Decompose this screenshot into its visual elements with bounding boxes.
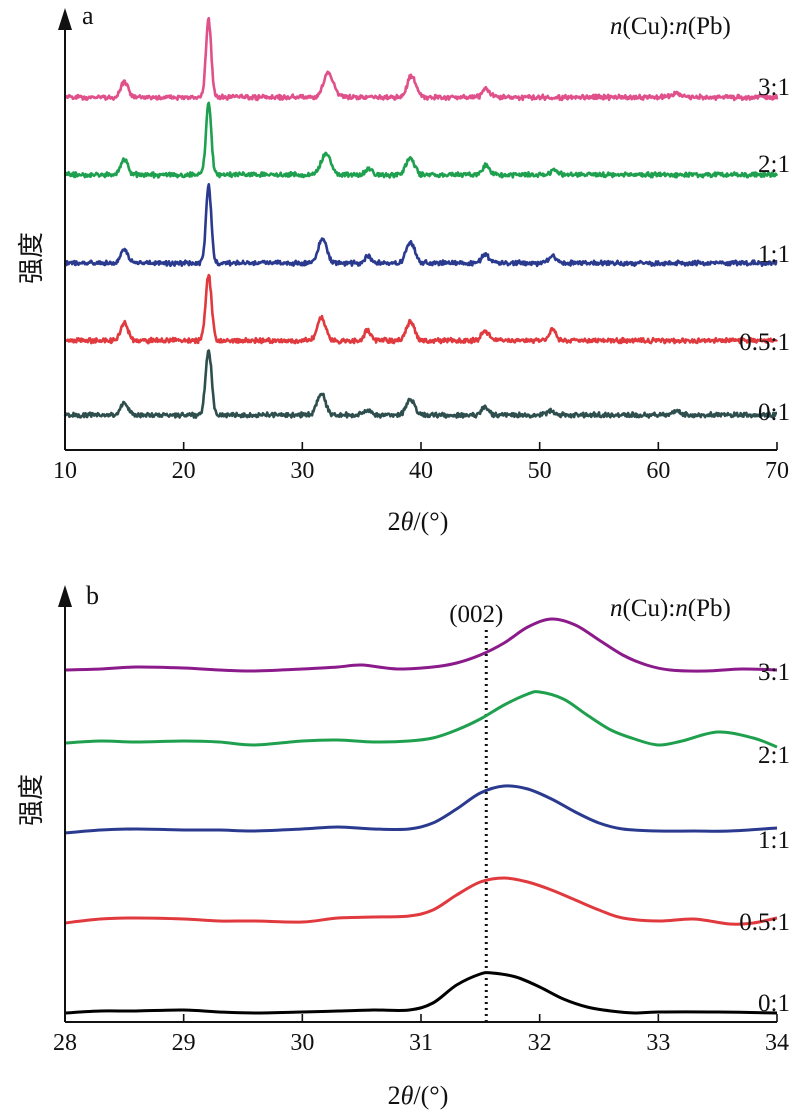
panel-a-x-axis-label: 2θ/(°) [388,507,449,536]
panel-a-legend-title: n(Cu):n(Pb) [610,13,731,40]
panel-a: a n(Cu):n(Pb) 强度 2θ/(°) 10 20 30 40 50 60 70 0… [17,1,790,536]
panel-a-x-tick-label: 10 [53,458,77,484]
panel-b-series-line-0-5-1 [64,876,778,926]
panel-b-legend-title: n(Cu):n(Pb) [610,595,731,622]
panel-b-series-label-0-5-1: 0.5:1 [739,909,790,936]
panel-b-series-line-0-1 [64,971,778,1015]
panel-a-series-label-2-1: 2:1 [758,151,790,178]
panel-b-reference-label: (002) [449,601,503,628]
panel-b-reference: (002) [449,601,503,1022]
panel-a-y-axis-label: 强度 [17,232,46,284]
panel-b-axes: 28 29 30 31 32 33 34 [53,585,789,1056]
panel-a-series-line-3-1 [64,16,779,102]
panel-b-series-label-2-1: 2:1 [758,742,790,769]
panel-b-letter: b [86,581,99,610]
panel-b-series-labels: 0:1 0.5:1 1:1 2:1 3:1 [739,659,790,1017]
panel-b-series-label-3-1: 3:1 [758,659,790,686]
panel-b-series-line-1-1 [64,784,778,835]
panel-b-x-tick-label: 31 [409,1030,433,1056]
panel-b: b n(Cu):n(Pb) 强度 2θ/(°) (002) 28 29 30 31 32… [17,581,790,1110]
panel-b-series-label-1-1: 1:1 [758,827,790,854]
panel-a-series-label-0-1: 0:1 [758,399,790,426]
panel-b-x-axis-label: 2θ/(°) [388,1081,449,1110]
panel-b-y-axis-label: 强度 [17,774,46,826]
panel-b-series-line-2-1 [64,690,778,749]
panel-a-x-tick-label: 70 [765,458,789,484]
panel-b-series-line-3-1 [64,617,778,673]
panel-a-x-tick-label: 20 [172,458,196,484]
panel-b-x-tick-label: 30 [290,1030,314,1056]
panel-b-series-lines [64,617,778,1015]
panel-a-series-labels: 0:1 0.5:1 1:1 2:1 3:1 [739,74,790,426]
panel-a-x-tick-label: 60 [646,458,670,484]
panel-a-series-line-0-5-1 [64,273,778,345]
panel-b-x-tick-label: 28 [53,1030,77,1056]
panel-b-x-tick-label: 33 [646,1030,670,1056]
panel-a-series-line-1-1 [63,183,778,268]
panel-b-x-tick-label: 34 [765,1030,789,1056]
panel-a-y-axis-arrow [58,8,72,30]
panel-b-y-axis-arrow [58,585,72,607]
panel-a-axes: 10 20 30 40 50 60 70 [53,8,789,484]
panel-a-x-tick-label: 40 [409,458,433,484]
panel-a-series-label-0-5-1: 0.5:1 [739,329,790,356]
panel-a-series-line-2-1 [63,101,779,179]
panel-a-series-lines [63,16,779,419]
panel-a-letter: a [82,1,94,30]
panel-a-x-tick-label: 30 [290,458,314,484]
panel-a-x-tick-label: 50 [528,458,552,484]
panel-a-series-label-1-1: 1:1 [758,241,790,268]
panel-b-x-tick-label: 32 [528,1030,552,1056]
panel-b-series-label-0-1: 0:1 [758,990,790,1017]
panel-a-series-line-0-1 [63,349,778,419]
panel-a-series-label-3-1: 3:1 [758,74,790,101]
panel-b-x-tick-label: 29 [172,1030,196,1056]
